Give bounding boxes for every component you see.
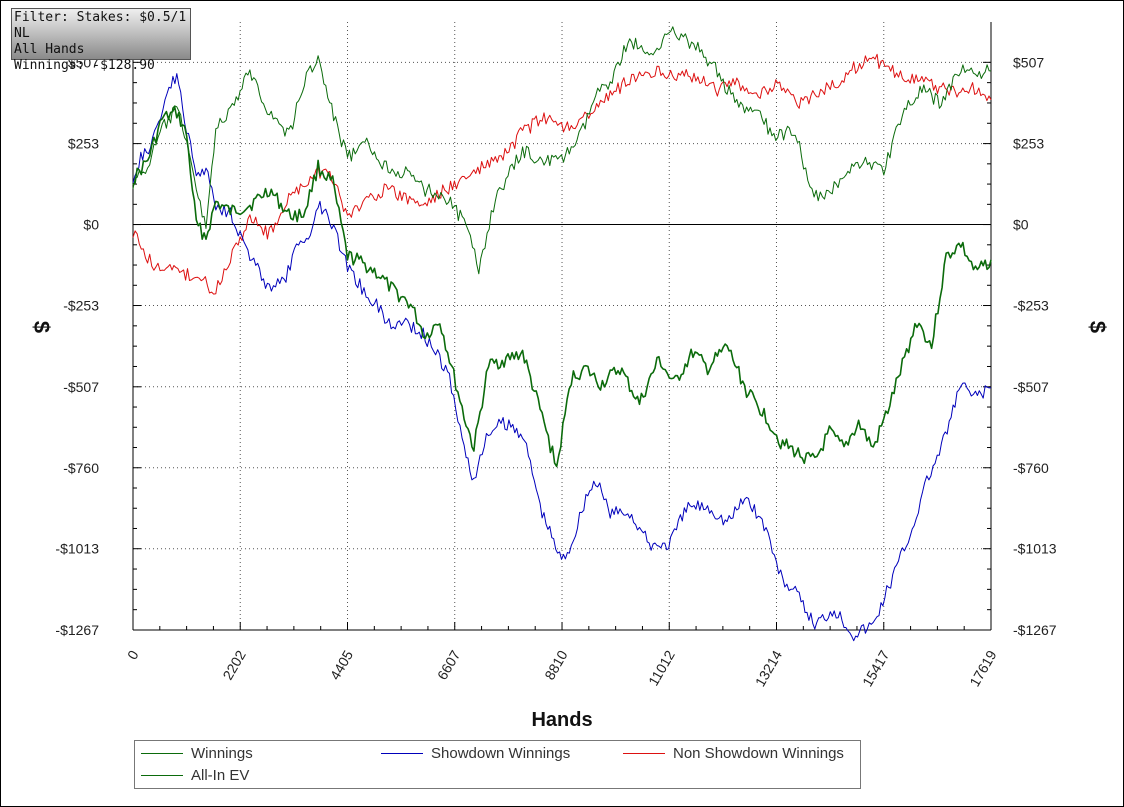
y-tick-label-left: -$1267	[55, 622, 99, 638]
filter-info-box: Filter: Stakes: $0.5/1 NL All Hands Winn…	[11, 8, 191, 73]
series-winnings-line	[132, 106, 992, 468]
y-tick-label-right: -$1013	[1013, 541, 1057, 557]
series-showdown-line	[132, 73, 992, 642]
legend-item-allin-ev: All-In EV	[141, 767, 249, 784]
y-tick-label-left: $253	[68, 136, 99, 152]
legend-label-winnings: Winnings	[191, 745, 253, 762]
legend-swatch-allin-ev	[141, 775, 183, 776]
x-tick-label: 4405	[327, 647, 357, 682]
y-tick-label-right: -$1267	[1013, 622, 1057, 638]
y-tick-label-right: -$253	[1013, 298, 1049, 314]
x-tick-label: 13214	[752, 647, 785, 689]
y-tick-label-right: $507	[1013, 54, 1044, 70]
x-axis-title: Hands	[531, 709, 592, 731]
x-tick-label: 15417	[859, 647, 892, 689]
y-tick-label-left: -$507	[63, 379, 99, 395]
filter-hands-text: All Hands	[14, 42, 85, 57]
x-tick-label: 17619	[966, 647, 999, 689]
x-tick-label: 11012	[645, 647, 678, 688]
legend-label-showdown: Showdown Winnings	[431, 745, 571, 762]
legend-swatch-winnings	[141, 753, 183, 754]
y-tick-label-right: $253	[1013, 136, 1044, 152]
x-tick-label: 0	[124, 647, 142, 662]
x-tick-label: 6607	[434, 647, 464, 682]
legend-item-non-showdown: Non Showdown Winnings	[623, 745, 844, 762]
series-non-showdown-line	[132, 53, 992, 295]
legend-label-non-showdown: Non Showdown Winnings	[673, 745, 844, 762]
legend-swatch-non-showdown	[623, 753, 665, 754]
x-tick-label: 8810	[541, 647, 571, 682]
chart-legend: Winnings Showdown Winnings Non Showdown …	[134, 740, 861, 789]
y-tick-label-right: -$507	[1013, 379, 1049, 395]
y-tick-label-left: -$253	[63, 298, 99, 314]
grid	[133, 22, 991, 631]
y-axis-title-right: $	[1085, 321, 1110, 333]
legend-label-allin-ev: All-In EV	[191, 767, 250, 784]
y-tick-label-left: -$1013	[55, 541, 99, 557]
series-allin-ev-line	[132, 26, 992, 275]
filter-stakes-text: Filter: Stakes: $0.5/1 NL	[14, 10, 187, 41]
y-tick-label-right: -$760	[1013, 460, 1049, 476]
legend-swatch-showdown	[381, 753, 423, 754]
x-tick-label: 2202	[219, 647, 249, 682]
y-axis-title-left: $	[29, 321, 54, 333]
y-tick-label-left: $0	[83, 217, 99, 233]
y-tick-label-right: $0	[1013, 217, 1029, 233]
y-tick-label-left: -$760	[63, 460, 99, 476]
series-lines	[132, 26, 992, 642]
legend-item-winnings: Winnings	[141, 745, 253, 762]
filter-winnings-text: Winnings: -$128.90	[14, 58, 155, 73]
legend-item-showdown: Showdown Winnings	[381, 745, 570, 762]
